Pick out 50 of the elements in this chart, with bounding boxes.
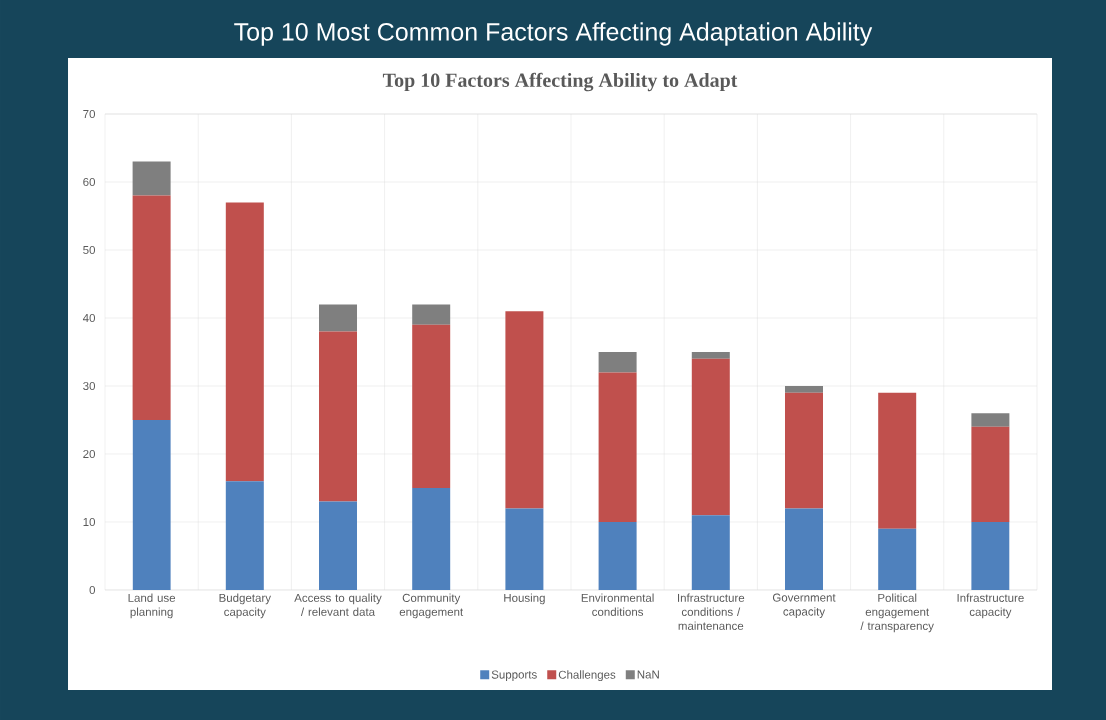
y-tick-label: 40: [82, 313, 96, 323]
bar: [319, 304, 357, 332]
y-tick-label: 70: [83, 109, 96, 119]
legend-label: NaN: [637, 670, 659, 679]
legend-label: Challenges: [558, 670, 616, 682]
bar: [785, 392, 823, 509]
x-tick-label: Land use planning: [128, 593, 176, 619]
bar: [225, 481, 264, 590]
bar: [598, 521, 637, 590]
bar: [691, 358, 730, 516]
bar: [225, 202, 264, 482]
bar: [412, 304, 451, 325]
bar: [598, 351, 637, 373]
bar: [971, 413, 1010, 427]
bar: [505, 311, 544, 509]
x-tick-label: Government capacity: [772, 593, 836, 618]
x-tick-label: Environmental conditions: [581, 593, 654, 616]
bar: [505, 508, 544, 590]
bar: [785, 508, 823, 590]
legend-label: Supports: [491, 670, 537, 681]
bar: [132, 195, 171, 420]
bar: [971, 521, 1010, 590]
bar: [412, 324, 451, 488]
y-tick-label: 60: [83, 177, 96, 187]
x-tick-label: Community engagement: [399, 593, 464, 619]
x-tick-label: Budgetary capacity: [219, 593, 271, 619]
bar: [319, 501, 357, 590]
x-tick-label: Infrastructure capacity: [957, 593, 1024, 619]
chart-title: Top 10 Most Common Factors Affecting Adaptation Ability: [234, 22, 873, 46]
x-tick-label: Infrastructure conditions / maintenance: [677, 593, 745, 630]
bar: [971, 426, 1010, 522]
bar: [878, 528, 917, 590]
y-tick-label: 20: [83, 449, 96, 459]
bar: [691, 351, 730, 359]
x-tick-label: Political engagement / transparency: [860, 593, 934, 633]
bar: [132, 419, 171, 590]
bar: [598, 372, 637, 522]
y-tick-label: 30: [83, 381, 96, 391]
y-tick-label: 0: [89, 585, 96, 595]
bar: [878, 392, 917, 529]
bar: [132, 161, 171, 196]
bar: [691, 515, 730, 590]
y-tick-label: 10: [83, 517, 96, 527]
bar: [785, 385, 823, 393]
chart-subtitle: Top 10 Factors Affecting Ability to Adapt: [382, 72, 738, 92]
y-tick-label: 50: [83, 245, 96, 255]
x-tick-label: Access to quality / relevant data: [294, 593, 382, 616]
x-tick-label: Housing: [504, 593, 545, 605]
bar: [412, 487, 451, 590]
bar: [319, 331, 357, 502]
